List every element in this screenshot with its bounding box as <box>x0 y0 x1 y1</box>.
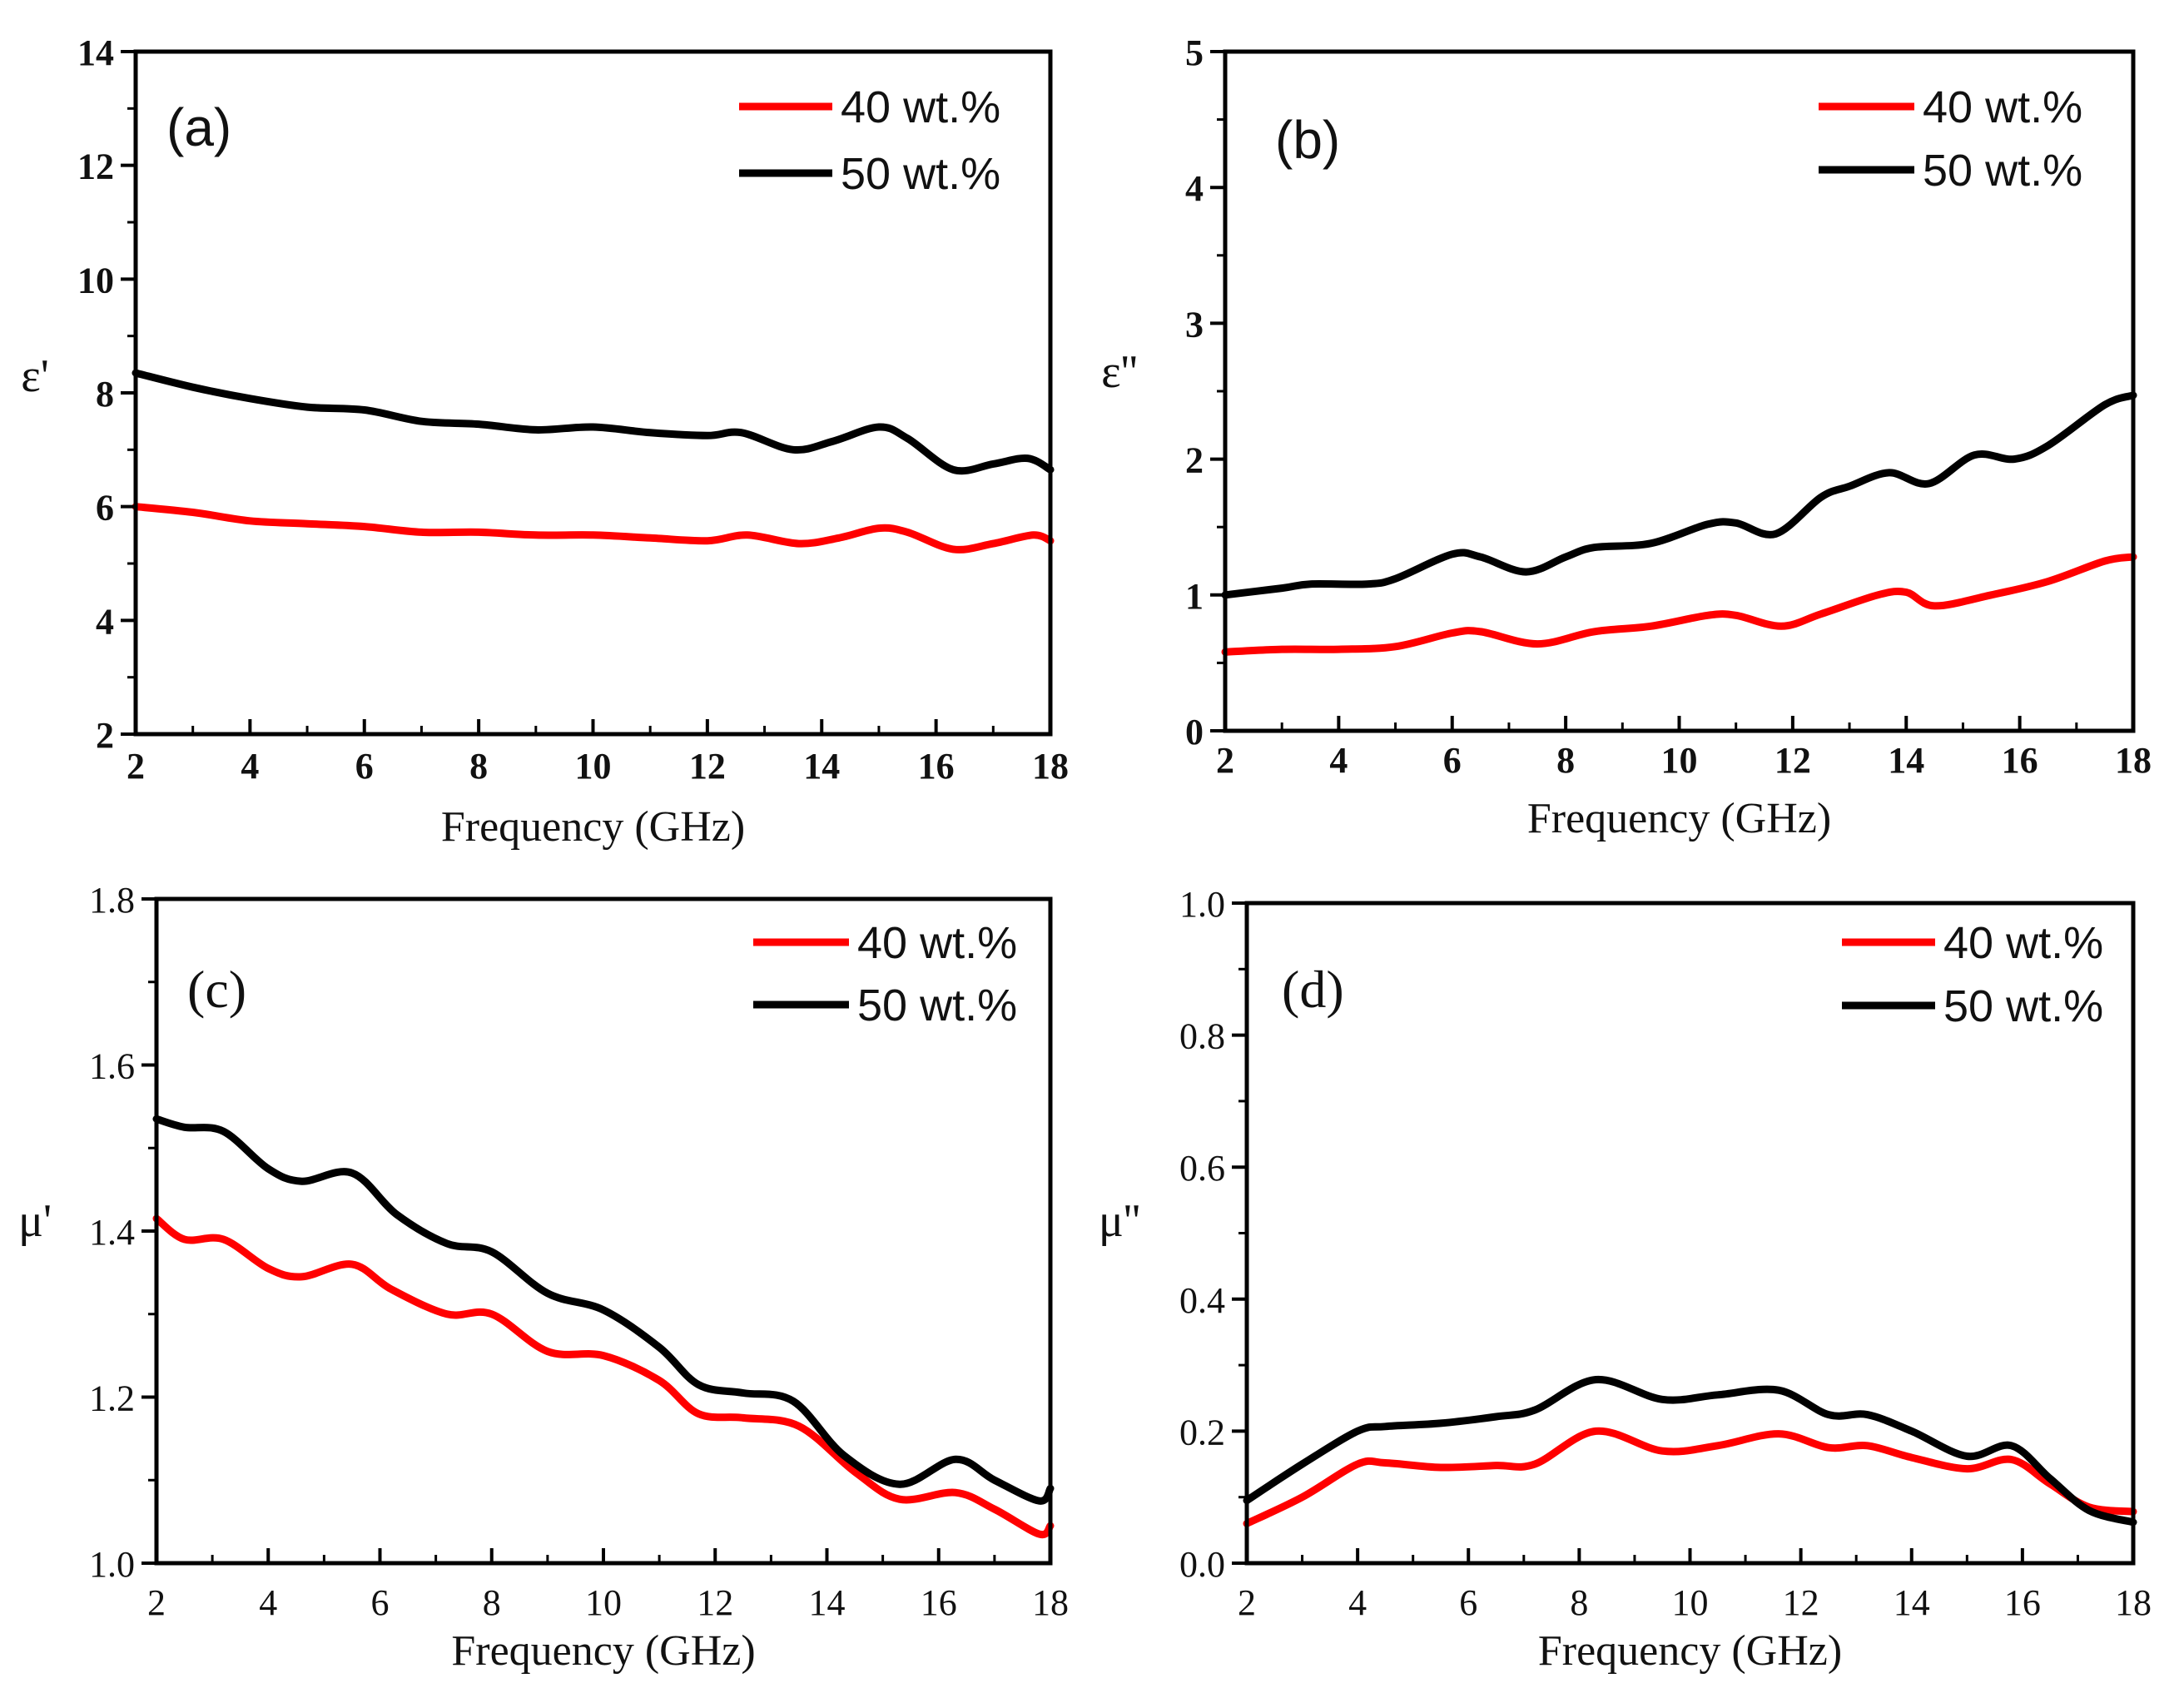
x-axis-title: Frequency (GHz) <box>451 1627 755 1675</box>
x-tick-label: 8 <box>1570 1582 1588 1623</box>
x-axis-title: Frequency (GHz) <box>1527 795 1831 842</box>
y-axis-title: ε'' <box>1101 346 1138 398</box>
x-tick-label: 4 <box>1348 1582 1367 1623</box>
legend-label: 50 wt.% <box>857 981 1017 1030</box>
x-tick-label: 8 <box>483 1582 501 1623</box>
x-tick-label: 18 <box>2115 740 2152 781</box>
x-tick-label: 12 <box>689 746 726 787</box>
x-tick-label: 18 <box>2115 1582 2152 1623</box>
y-tick-label: 1 <box>1185 576 1204 617</box>
panel-a: 2 4 6 8 10 12 14 16 18 2 4 6 8 10 12 14 Frequency (GHz) ε… <box>21 32 1069 851</box>
x-tick-label: 6 <box>355 746 374 787</box>
x-tick-label: 4 <box>1329 740 1348 781</box>
x-tick-label: 12 <box>697 1582 733 1623</box>
x-tick-label: 2 <box>1238 1582 1256 1623</box>
y-tick-label: 10 <box>77 260 114 300</box>
y-tick-label: 2 <box>96 715 114 756</box>
x-tick-label: 8 <box>469 746 488 787</box>
series-line-50wt <box>1221 391 2137 599</box>
x-tick-label: 2 <box>1216 740 1234 781</box>
y-tick-label: 5 <box>1185 32 1204 73</box>
y-tick-label: 0.4 <box>1179 1280 1225 1321</box>
series-line-40wt <box>1221 553 2137 656</box>
x-tick-label: 6 <box>1459 1582 1477 1623</box>
x-tick-label: 10 <box>585 1582 622 1623</box>
y-tick-label: 1.6 <box>89 1046 135 1087</box>
x-tick-label: 16 <box>2004 1582 2041 1623</box>
panel-d: 2 4 6 8 10 12 14 16 18 0.0 0.2 0.4 0.6 0.8 1.0 Frequenc… <box>1099 884 2152 1675</box>
x-tick-label: 10 <box>575 746 612 787</box>
x-tick-label: 4 <box>259 1582 277 1623</box>
y-axis-title: μ' <box>18 1195 52 1247</box>
x-tick-label: 14 <box>803 746 840 787</box>
x-tick-label: 6 <box>1443 740 1462 781</box>
x-tick-label: 6 <box>371 1582 390 1623</box>
y-tick-label: 0.2 <box>1179 1412 1225 1452</box>
series-line-50wt <box>132 369 1055 475</box>
x-tick-label: 10 <box>1672 1582 1709 1623</box>
y-tick-label: 1.2 <box>89 1378 135 1419</box>
legend-label: 50 wt.% <box>841 149 1000 199</box>
panel-c: 2 4 6 8 10 12 14 16 18 1.0 1.2 1.4 1.6 1.8 Frequency (… <box>18 880 1069 1675</box>
legend-label: 50 wt.% <box>1923 146 2082 196</box>
y-tick-label: 0.0 <box>1179 1544 1225 1585</box>
y-tick-label: 0.8 <box>1179 1016 1225 1057</box>
y-tick-label: 12 <box>77 146 114 187</box>
y-axis-title: μ'' <box>1099 1195 1140 1247</box>
series-line-40wt <box>152 1214 1055 1539</box>
x-axis-title: Frequency (GHz) <box>1538 1627 1842 1675</box>
x-tick-label: 16 <box>921 1582 957 1623</box>
legend-label: 40 wt.% <box>841 82 1000 132</box>
x-tick-label: 14 <box>809 1582 846 1623</box>
y-tick-label: 1.0 <box>1179 884 1225 925</box>
x-tick-label: 12 <box>1774 740 1811 781</box>
y-tick-label: 4 <box>96 601 114 642</box>
legend-label: 40 wt.% <box>1943 918 2103 968</box>
x-tick-label: 16 <box>918 746 955 787</box>
panel-label: (b) <box>1275 110 1340 170</box>
y-tick-label: 0 <box>1185 712 1204 752</box>
x-tick-label: 2 <box>127 746 145 787</box>
series-line-50wt <box>1243 1375 2137 1527</box>
panel-label: (c) <box>187 960 246 1019</box>
y-tick-label: 14 <box>77 32 114 73</box>
legend-label: 50 wt.% <box>1943 981 2103 1031</box>
x-tick-label: 4 <box>241 746 259 787</box>
y-tick-label: 2 <box>1185 440 1204 481</box>
x-tick-label: 18 <box>1032 1582 1069 1623</box>
series-line-40wt <box>132 503 1055 554</box>
y-tick-label: 1.4 <box>89 1212 135 1253</box>
x-tick-label: 16 <box>2002 740 2038 781</box>
x-tick-label: 8 <box>1556 740 1575 781</box>
y-tick-label: 3 <box>1185 304 1204 345</box>
legend-label: 40 wt.% <box>857 918 1017 968</box>
panel-label: (d) <box>1282 960 1344 1019</box>
y-tick-label: 6 <box>96 488 114 529</box>
y-tick-label: 1.0 <box>89 1544 135 1585</box>
y-tick-label: 0.6 <box>1179 1148 1225 1189</box>
y-tick-label: 1.8 <box>89 880 135 921</box>
series-line-50wt <box>152 1115 1055 1505</box>
panel-label: (a) <box>166 97 231 157</box>
y-tick-label: 4 <box>1185 168 1204 209</box>
x-tick-label: 18 <box>1032 746 1069 787</box>
x-axis-title: Frequency (GHz) <box>441 803 745 851</box>
x-tick-label: 14 <box>1888 740 1924 781</box>
x-tick-label: 2 <box>147 1582 166 1623</box>
x-tick-label: 14 <box>1894 1582 1930 1623</box>
x-tick-label: 12 <box>1783 1582 1819 1623</box>
y-axis-title: ε' <box>21 350 49 402</box>
series-line-40wt <box>1243 1427 2137 1527</box>
legend-label: 40 wt.% <box>1923 82 2082 132</box>
x-tick-label: 10 <box>1661 740 1698 781</box>
y-tick-label: 8 <box>96 374 114 415</box>
